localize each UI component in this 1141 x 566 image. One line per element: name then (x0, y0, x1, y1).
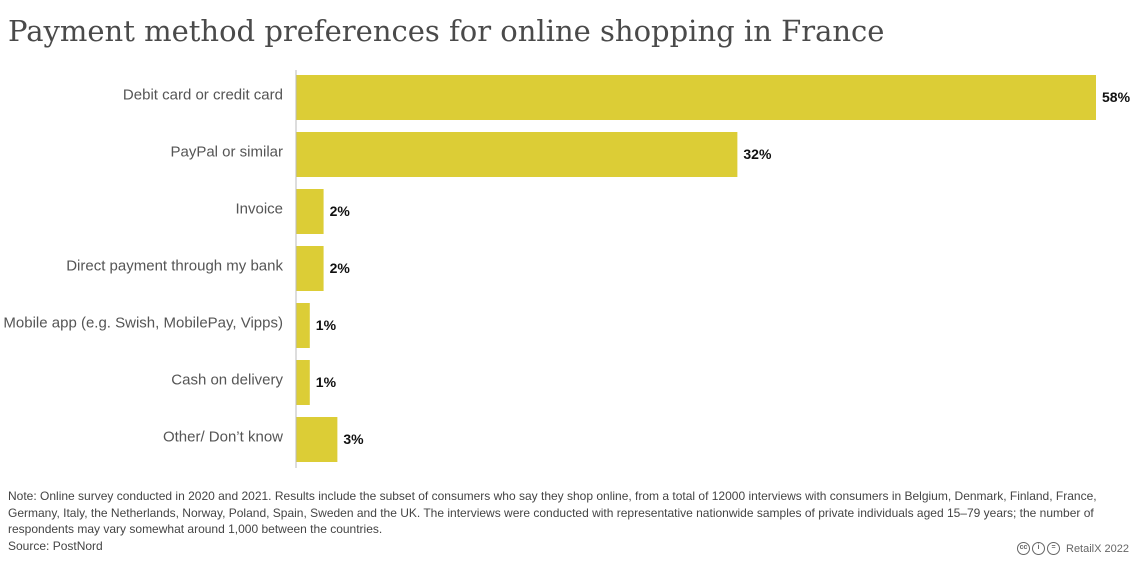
value-label: 3% (343, 431, 364, 447)
value-label: 1% (316, 317, 337, 333)
bar (296, 417, 338, 462)
chart-title: Payment method preferences for online sh… (8, 14, 885, 48)
category-label: Debit card or credit card (123, 86, 283, 103)
footnote: Note: Online survey conducted in 2020 an… (8, 489, 1097, 536)
bar (296, 303, 310, 348)
value-label: 2% (330, 203, 351, 219)
bar (296, 360, 310, 405)
credit-text: RetailX 2022 (1066, 542, 1129, 555)
category-label: Cash on delivery (171, 371, 283, 388)
bar-chart: Debit card or credit card 58% PayPal or si… (3, 70, 1131, 468)
bar (296, 132, 738, 177)
value-label: 2% (330, 260, 351, 276)
bar (296, 246, 324, 291)
value-label: 58% (1102, 89, 1131, 105)
bar (296, 189, 324, 234)
source-text: Source: PostNord (8, 539, 103, 553)
credit: cc i = RetailX 2022 (1017, 542, 1129, 555)
bar (296, 75, 1096, 120)
value-label: 1% (316, 374, 337, 390)
category-label: PayPal or similar (170, 143, 283, 160)
license-icons: cc i = (1017, 542, 1060, 555)
category-label: Direct payment through my bank (66, 257, 283, 274)
category-label: Invoice (235, 200, 283, 217)
category-label: Mobile app (e.g. Swish, MobilePay, Vipps… (3, 314, 283, 331)
category-label: Other/ Don’t know (163, 428, 283, 445)
by-icon: i (1032, 542, 1045, 555)
value-label: 32% (743, 146, 772, 162)
nd-icon: = (1047, 542, 1060, 555)
cc-icon: cc (1017, 542, 1030, 555)
